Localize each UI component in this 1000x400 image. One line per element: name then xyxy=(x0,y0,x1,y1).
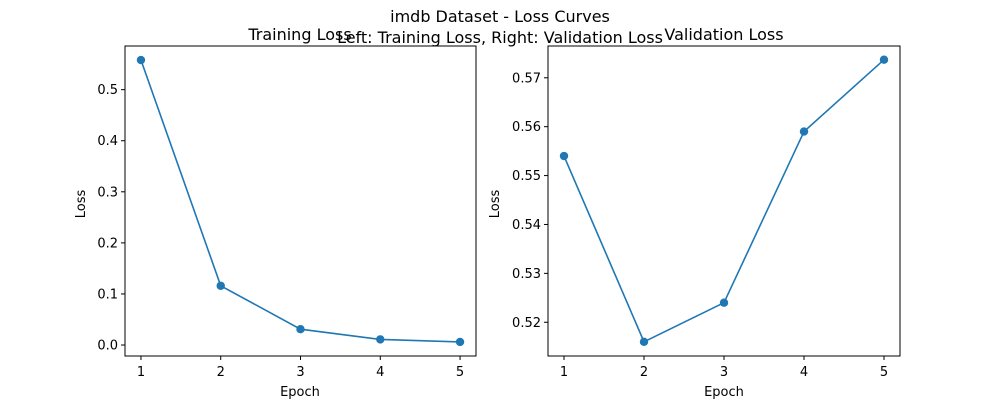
figure-title-line2: Left: Training Loss, Right: Validation L… xyxy=(337,28,663,47)
validation-loss-xtick-label: 1 xyxy=(560,365,568,380)
training-loss-xtick-label: 5 xyxy=(456,365,464,380)
training-loss-data-point xyxy=(376,335,385,344)
training-loss-ytick-label: 0.4 xyxy=(97,134,118,149)
training-loss-series-line xyxy=(140,59,461,343)
validation-loss-ytick-label: 0.52 xyxy=(512,316,541,331)
validation-loss-ytick-label: 0.57 xyxy=(512,71,541,86)
validation-loss-data-point xyxy=(719,298,729,307)
training-loss-data-point xyxy=(296,324,305,334)
training-loss-axes-frame xyxy=(124,45,477,357)
validation-loss-title: Validation Loss xyxy=(664,25,783,44)
validation-loss-xlabel: Epoch xyxy=(704,385,744,400)
validation-loss-data-point xyxy=(639,337,649,347)
training-loss-data-point xyxy=(455,337,465,347)
validation-loss-xtick-label: 5 xyxy=(880,365,888,380)
validation-loss-ytick-label: 0.56 xyxy=(512,120,541,135)
validation-loss-data-point xyxy=(879,55,889,64)
training-loss-ytick-label: 0.3 xyxy=(97,185,118,200)
figure-title-line1: imdb Dataset - Loss Curves xyxy=(390,7,610,26)
training-loss-ytick-label: 0.5 xyxy=(97,83,118,98)
validation-loss-xtick-label: 3 xyxy=(720,365,728,380)
validation-loss-data-point xyxy=(799,127,809,136)
training-loss-title: Training Loss xyxy=(247,25,351,44)
validation-loss-xtick-label: 4 xyxy=(800,365,808,380)
validation-loss-ytick-label: 0.55 xyxy=(512,169,541,184)
validation-loss-ytick-label: 0.54 xyxy=(512,218,541,233)
validation-loss-ytick-label: 0.53 xyxy=(512,267,541,282)
training-loss-xtick-label: 1 xyxy=(137,365,145,380)
training-loss-panel: Training Loss Epoch Loss 1 2 3 4 5 0.0 0.1 0.2 0… xyxy=(74,25,477,400)
training-loss-xtick-label: 2 xyxy=(217,365,225,380)
training-loss-xtick-label: 4 xyxy=(376,365,384,380)
training-loss-ytick-label: 0.0 xyxy=(97,339,118,354)
training-loss-data-point xyxy=(216,281,225,290)
validation-loss-panel: Validation Loss Epoch Loss 1 2 3 4 5 0.52 0.53… xyxy=(488,25,901,400)
validation-loss-data-point xyxy=(559,151,569,161)
validation-loss-ylabel: Loss xyxy=(488,190,503,219)
training-loss-data-point xyxy=(136,55,146,65)
training-loss-ytick-label: 0.2 xyxy=(97,236,118,251)
validation-loss-xtick-label: 2 xyxy=(640,365,648,380)
training-loss-ytick-label: 0.1 xyxy=(97,287,118,302)
training-loss-xlabel: Epoch xyxy=(280,385,320,400)
validation-loss-axes-frame xyxy=(547,45,901,357)
training-loss-xtick-label: 3 xyxy=(296,365,304,380)
training-loss-ylabel: Loss xyxy=(74,190,89,219)
